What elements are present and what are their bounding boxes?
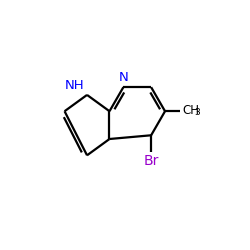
Text: CH: CH bbox=[182, 104, 199, 117]
Text: Br: Br bbox=[144, 154, 159, 168]
Text: N: N bbox=[118, 71, 128, 84]
Text: NH: NH bbox=[65, 78, 85, 92]
Text: 3: 3 bbox=[194, 108, 200, 117]
